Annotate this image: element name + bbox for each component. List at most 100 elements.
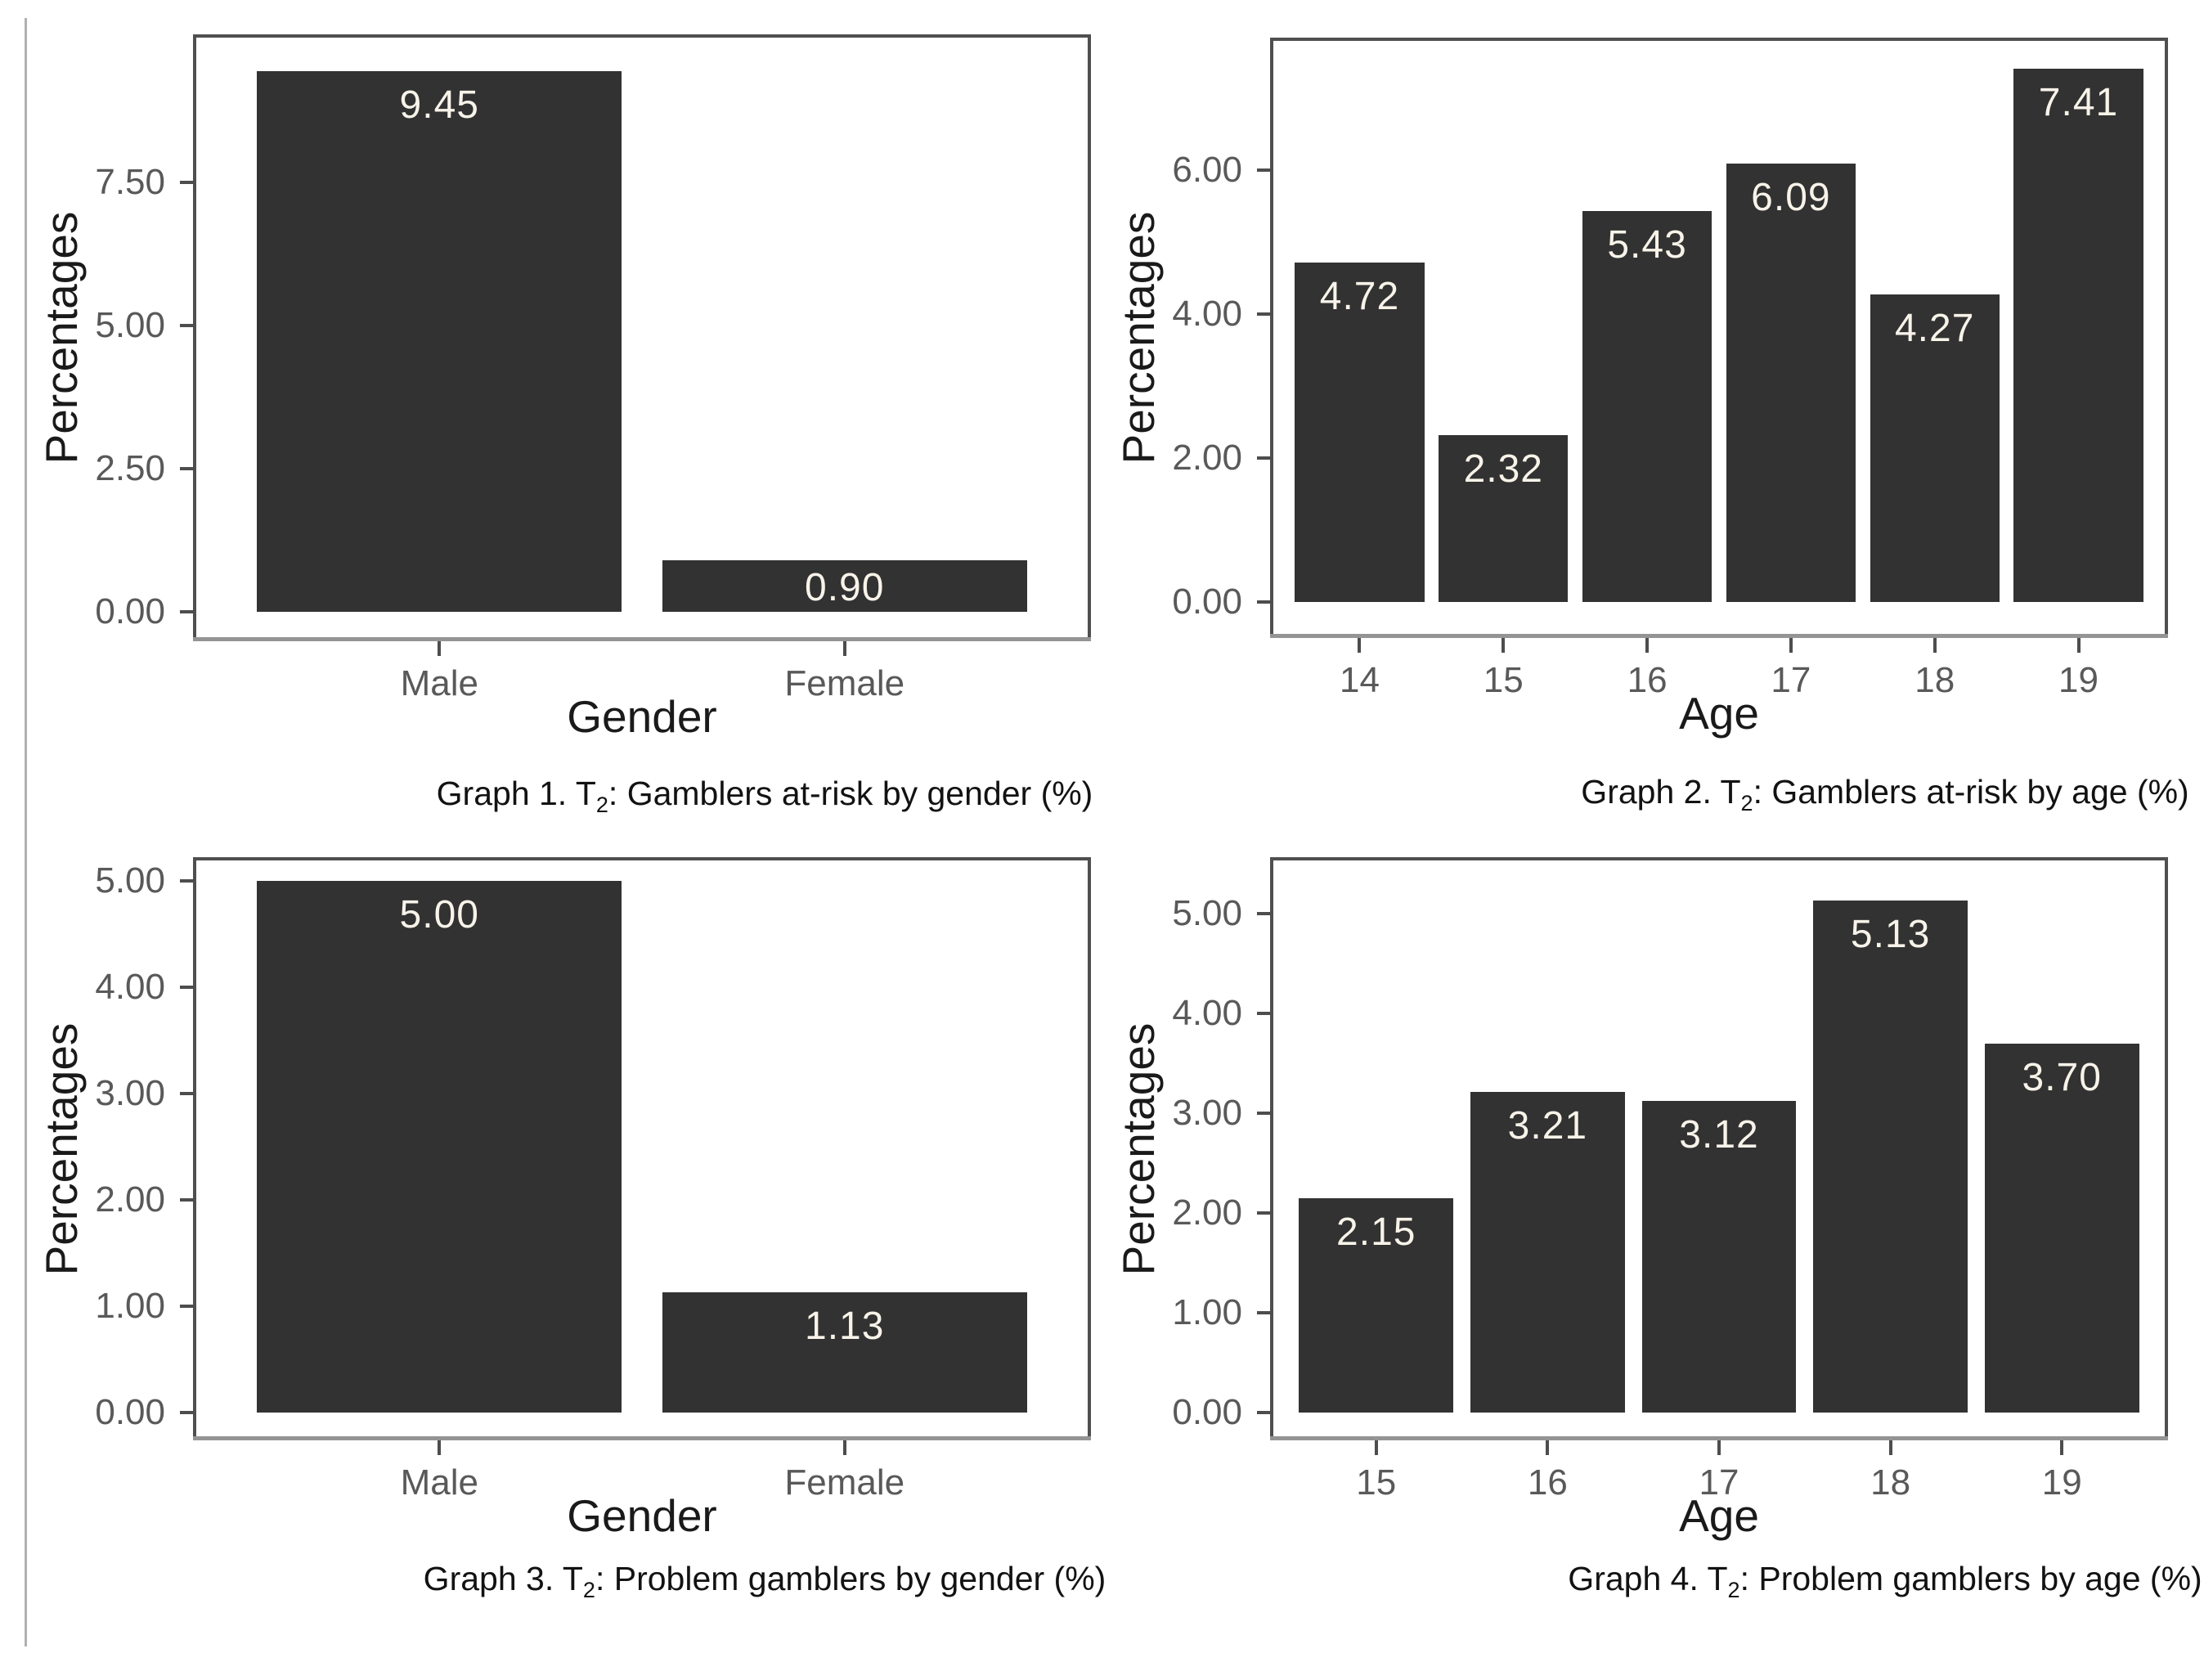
bar-value-label: 5.13 [1850, 913, 1931, 957]
bar-18 [1813, 901, 1968, 1413]
bar-15 [1439, 434, 1569, 602]
y-tick-label: 4.00 [1172, 294, 1242, 334]
bar-19 [1984, 1043, 2139, 1413]
y-tick-label: 2.00 [1172, 1193, 1242, 1233]
y-tick-label: 5.00 [95, 305, 165, 345]
caption-rest: : Gamblers at-risk by age (%) [1753, 773, 2189, 811]
chart-caption: Graph 4. T2: Problem gamblers by age (%) [1568, 1559, 2202, 1602]
x-axis-line [193, 1436, 1091, 1440]
y-tick-mark [180, 986, 195, 989]
y-tick-label: 3.00 [1172, 1093, 1242, 1133]
y-tick-mark [180, 1092, 195, 1095]
x-tick-mark [842, 1440, 846, 1455]
y-tick-label: 0.00 [95, 591, 165, 631]
caption-rest: : Problem gamblers by gender (%) [595, 1560, 1106, 1597]
caption-subscript: 2 [1740, 791, 1753, 815]
caption-rest: : Gamblers at-risk by gender (%) [608, 775, 1093, 812]
y-tick-label: 3.00 [95, 1073, 165, 1113]
y-tick-label: 5.00 [1172, 893, 1242, 933]
x-tick-mark [1502, 638, 1506, 653]
y-tick-mark [1257, 168, 1272, 172]
x-tick-mark [1546, 1440, 1550, 1455]
x-tick-mark [1932, 638, 1937, 653]
x-tick-mark [1374, 1440, 1378, 1455]
x-axis-line [1270, 1436, 2168, 1440]
x-tick-label: 17 [1771, 660, 1811, 700]
y-tick-mark [1257, 1411, 1272, 1414]
x-tick-label: 14 [1339, 660, 1380, 700]
bar-value-label: 5.00 [399, 893, 479, 937]
bar-value-label: 1.13 [805, 1305, 885, 1349]
bar-value-label: 3.70 [2022, 1055, 2102, 1099]
caption-prefix: Graph 3. T [423, 1560, 583, 1597]
x-tick-label: 18 [1870, 1462, 1911, 1503]
chart-caption: Graph 1. T2: Gamblers at-risk by gender … [437, 774, 1093, 817]
bar-value-label: 2.32 [1463, 447, 1543, 491]
y-tick-label: 7.50 [95, 162, 165, 202]
caption-subscript: 2 [595, 793, 608, 817]
x-tick-mark [438, 1440, 442, 1455]
y-tick-mark [180, 1411, 195, 1414]
bar-value-label: 4.27 [1894, 307, 1975, 351]
x-tick-label: 19 [2041, 1462, 2082, 1503]
x-tick-label: 16 [1527, 1462, 1568, 1503]
x-tick-mark [1888, 1440, 1892, 1455]
bar-value-label: 6.09 [1751, 176, 1831, 220]
y-axis-title: Percentages [36, 1022, 87, 1275]
y-tick-mark [1257, 1311, 1272, 1314]
x-tick-mark [1789, 638, 1793, 653]
y-tick-label: 0.00 [1172, 1392, 1242, 1432]
x-tick-label: 15 [1356, 1462, 1397, 1503]
y-tick-label: 1.00 [1172, 1292, 1242, 1332]
x-tick-label: 18 [1914, 660, 1955, 700]
x-tick-mark [2076, 638, 2081, 653]
caption-subscript: 2 [1727, 1578, 1740, 1602]
x-tick-label: 15 [1483, 660, 1524, 700]
x-tick-label: Female [784, 663, 905, 703]
x-tick-mark [1358, 638, 1362, 653]
bar-Female [662, 560, 1027, 612]
bar-17 [1641, 1101, 1797, 1413]
y-tick-mark [180, 1305, 195, 1308]
caption-prefix: Graph 2. T [1581, 773, 1741, 811]
x-axis-line [193, 637, 1091, 641]
x-tick-mark [1717, 1440, 1721, 1455]
y-tick-mark [1257, 456, 1272, 460]
x-tick-label: Male [400, 663, 478, 703]
y-tick-label: 1.00 [95, 1286, 165, 1326]
bar-14 [1295, 262, 1425, 602]
y-tick-label: 2.50 [95, 448, 165, 488]
y-tick-mark [1257, 1012, 1272, 1015]
caption-prefix: Graph 1. T [436, 775, 596, 812]
y-tick-mark [180, 181, 195, 184]
page-left-rule [25, 18, 27, 1646]
y-tick-mark [180, 324, 195, 327]
bar-Female [662, 1292, 1027, 1413]
bar-16 [1470, 1092, 1625, 1413]
x-tick-mark [1645, 638, 1650, 653]
bar-value-label: 0.90 [805, 565, 885, 609]
y-tick-label: 5.00 [95, 860, 165, 901]
y-tick-label: 0.00 [95, 1392, 165, 1432]
y-tick-label: 4.00 [1172, 993, 1242, 1033]
x-tick-mark [2060, 1440, 2064, 1455]
bar-value-label: 7.41 [2038, 80, 2119, 124]
caption-subscript: 2 [582, 1578, 595, 1602]
chart-caption: Graph 3. T2: Problem gamblers by gender … [424, 1559, 1106, 1602]
y-tick-label: 2.00 [1172, 438, 1242, 478]
y-tick-mark [180, 1198, 195, 1202]
y-tick-mark [1257, 600, 1272, 604]
y-tick-mark [1257, 312, 1272, 316]
x-axis-title: Age [1679, 688, 1759, 739]
x-tick-mark [842, 641, 846, 656]
y-axis-title: Percentages [1113, 1022, 1164, 1275]
y-tick-label: 4.00 [95, 967, 165, 1007]
bar-16 [1582, 211, 1712, 602]
y-tick-label: 0.00 [1172, 582, 1242, 622]
x-tick-label: 19 [2058, 660, 2099, 700]
x-tick-label: Male [400, 1462, 478, 1503]
x-axis-title: Gender [567, 1490, 717, 1541]
y-tick-mark [1257, 1112, 1272, 1115]
bar-15 [1299, 1197, 1454, 1413]
